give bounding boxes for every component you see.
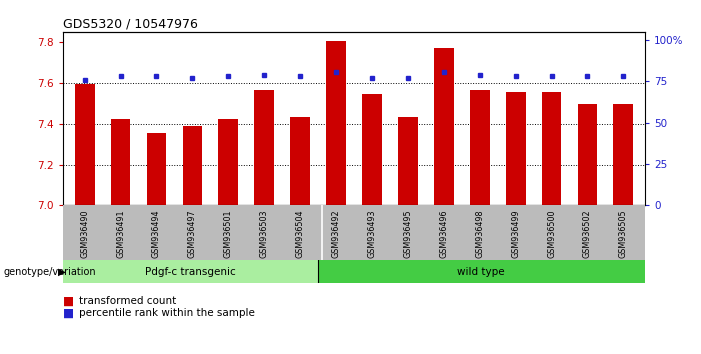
Text: GSM936490: GSM936490 — [80, 210, 89, 258]
Text: ▶: ▶ — [58, 267, 66, 277]
Bar — [326, 41, 346, 205]
Text: ■: ■ — [63, 295, 74, 307]
Text: GSM936491: GSM936491 — [116, 210, 125, 258]
Bar — [505, 92, 526, 205]
Bar — [578, 104, 597, 205]
Bar — [290, 116, 310, 205]
Bar — [111, 119, 130, 205]
Bar — [362, 94, 382, 205]
Text: GSM936499: GSM936499 — [511, 210, 520, 258]
Text: GSM936504: GSM936504 — [296, 210, 305, 258]
Text: genotype/variation: genotype/variation — [4, 267, 96, 277]
Text: GSM936493: GSM936493 — [367, 210, 376, 258]
Text: GSM936502: GSM936502 — [583, 210, 592, 258]
Bar — [398, 116, 418, 205]
Text: GSM936500: GSM936500 — [547, 210, 556, 258]
Bar — [182, 126, 203, 205]
Text: transformed count: transformed count — [79, 296, 176, 306]
Text: percentile rank within the sample: percentile rank within the sample — [79, 308, 254, 318]
Text: Pdgf-c transgenic: Pdgf-c transgenic — [145, 267, 236, 277]
Text: GSM936495: GSM936495 — [403, 210, 412, 258]
Bar — [147, 133, 166, 205]
Text: wild type: wild type — [458, 267, 505, 277]
Text: GSM936496: GSM936496 — [440, 210, 449, 258]
Text: GSM936505: GSM936505 — [619, 210, 628, 258]
Text: GSM936497: GSM936497 — [188, 210, 197, 258]
Bar — [613, 104, 633, 205]
Text: GSM936498: GSM936498 — [475, 210, 484, 258]
Bar — [542, 92, 562, 205]
Bar — [470, 90, 489, 205]
Bar — [63, 260, 318, 283]
Text: ■: ■ — [63, 307, 74, 320]
Text: GSM936494: GSM936494 — [152, 210, 161, 258]
Bar — [219, 119, 238, 205]
Text: GDS5320 / 10547976: GDS5320 / 10547976 — [63, 18, 198, 31]
Text: GSM936492: GSM936492 — [332, 210, 341, 258]
Text: GSM936503: GSM936503 — [259, 210, 268, 258]
Bar — [254, 90, 274, 205]
Text: GSM936501: GSM936501 — [224, 210, 233, 258]
Bar — [318, 260, 645, 283]
Bar — [75, 84, 95, 205]
Bar — [434, 48, 454, 205]
